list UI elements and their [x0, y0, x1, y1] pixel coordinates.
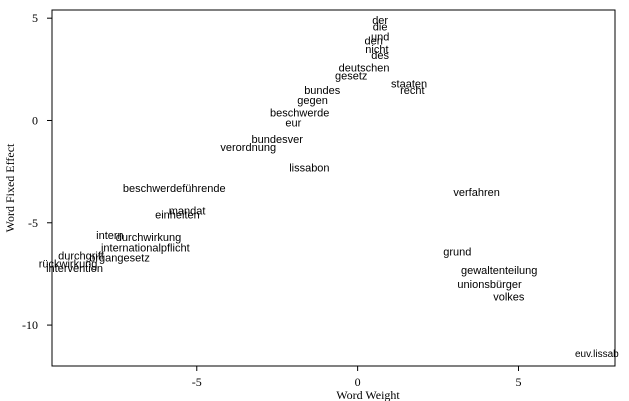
- word-point-label: deutschen: [339, 62, 390, 74]
- chart-annotation: euv.lissab: [575, 349, 619, 360]
- word-point-label: verfahren: [453, 187, 499, 199]
- word-point-label: einheiten: [155, 210, 200, 222]
- x-tick-label: 0: [355, 375, 361, 389]
- word-point-label: verordnung: [220, 142, 276, 154]
- word-point-label: recht: [400, 85, 424, 97]
- word-point-label: intervention: [46, 263, 103, 275]
- word-point-label: des: [371, 50, 389, 62]
- word-point-label: beschwerdeführende: [123, 183, 226, 195]
- word-point-label: bundesver: [252, 134, 304, 146]
- word-point-label: bundes: [304, 85, 341, 97]
- word-point-label: lissabon: [289, 163, 329, 175]
- word-point-label: die: [373, 21, 388, 33]
- word-point-label: gegen: [297, 95, 328, 107]
- word-point-label: der: [372, 15, 388, 27]
- y-tick-label: -5: [28, 216, 38, 230]
- word-point-label: staaten: [391, 79, 427, 91]
- word-point-label: unionsbürger: [457, 279, 522, 291]
- word-point-label: und: [371, 32, 389, 44]
- word-point-label: nicht: [365, 44, 388, 56]
- word-point-label: durchgriff: [58, 251, 105, 263]
- word-point-label: grund: [443, 246, 471, 258]
- word-point-label: intern: [96, 230, 124, 242]
- y-tick-label: 5: [32, 11, 38, 25]
- word-point-label: den: [365, 36, 383, 48]
- word-point-label: internationalpflicht: [101, 242, 190, 254]
- plot-frame: [51, 9, 616, 367]
- y-axis: 5 0 -5 -10: [22, 11, 52, 332]
- word-point-label: durchwirkung: [116, 232, 181, 244]
- word-point-label: beschwerde: [270, 107, 329, 119]
- word-point-label: rückwirkung: [39, 259, 98, 271]
- word-point-label: organgesetz: [89, 253, 150, 265]
- word-point-label: mandat: [169, 206, 206, 218]
- y-tick-label: -10: [22, 318, 38, 332]
- word-point-label: gesetz: [335, 70, 367, 82]
- x-tick-label: 5: [515, 375, 521, 389]
- word-point-label: eur: [285, 118, 301, 130]
- x-axis: -5 0 5: [192, 366, 521, 389]
- y-axis-label: Word Fixed Effect: [3, 143, 17, 232]
- y-tick-label: 0: [32, 113, 38, 127]
- x-axis-label: Word Weight: [336, 388, 400, 401]
- word-point-label: volkes: [493, 291, 525, 303]
- x-tick-label: -5: [192, 375, 202, 389]
- word-point-label: gewaltenteilung: [461, 265, 537, 277]
